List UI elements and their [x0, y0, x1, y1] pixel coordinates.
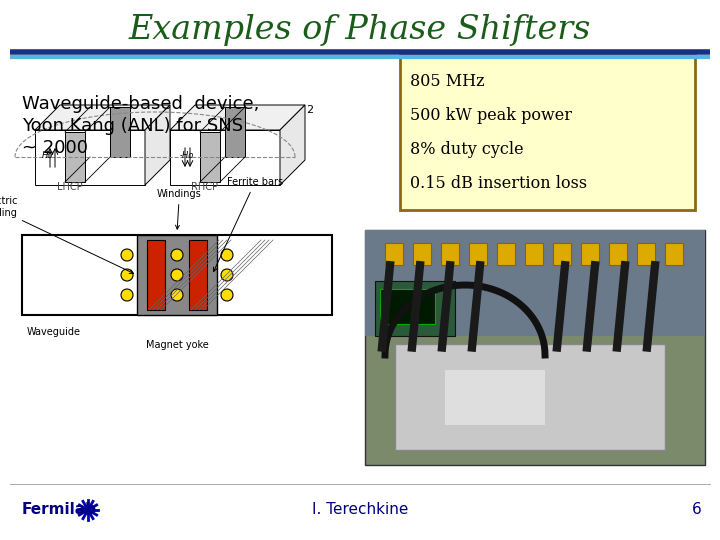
- Bar: [469, 243, 487, 265]
- Bar: [137, 235, 217, 315]
- Polygon shape: [110, 107, 130, 157]
- Text: 805 MHz: 805 MHz: [410, 73, 485, 90]
- Bar: [385, 243, 403, 265]
- Bar: [380, 289, 435, 324]
- Text: I. Terechkine: I. Terechkine: [312, 503, 408, 517]
- Text: Dielectric
loading: Dielectric loading: [0, 196, 133, 273]
- Bar: [553, 243, 571, 265]
- Bar: [445, 370, 545, 425]
- Polygon shape: [65, 132, 85, 182]
- Text: ~ 2000: ~ 2000: [22, 139, 88, 157]
- Text: -Ho: -Ho: [180, 151, 194, 160]
- Bar: [395, 345, 665, 450]
- Circle shape: [171, 269, 183, 281]
- Bar: [497, 243, 515, 265]
- Polygon shape: [170, 105, 305, 130]
- Polygon shape: [145, 105, 170, 185]
- Bar: [22, 235, 332, 315]
- Bar: [365, 230, 705, 336]
- Circle shape: [221, 269, 233, 281]
- Polygon shape: [200, 132, 220, 182]
- Text: Waveguide: Waveguide: [27, 327, 81, 337]
- Text: Yoon Kang (ANL) for SNS: Yoon Kang (ANL) for SNS: [22, 117, 243, 135]
- Text: 6: 6: [692, 503, 702, 517]
- Bar: [581, 243, 599, 265]
- Text: Examples of Phase Shifters: Examples of Phase Shifters: [129, 14, 591, 46]
- Text: Ferrite bars: Ferrite bars: [214, 177, 283, 272]
- Bar: [189, 240, 207, 310]
- Polygon shape: [35, 105, 170, 130]
- Bar: [365, 230, 705, 465]
- Bar: [400, 55, 695, 210]
- Text: Fermilab: Fermilab: [22, 503, 97, 517]
- Text: LHCP: LHCP: [57, 182, 83, 192]
- Circle shape: [171, 289, 183, 301]
- Text: Windings: Windings: [157, 189, 202, 229]
- Circle shape: [221, 249, 233, 261]
- Circle shape: [121, 269, 133, 281]
- Bar: [665, 243, 683, 265]
- Bar: [525, 243, 543, 265]
- Text: 8% duty cycle: 8% duty cycle: [410, 141, 523, 158]
- Text: 2: 2: [307, 105, 314, 115]
- Text: RHCP: RHCP: [192, 182, 218, 192]
- Polygon shape: [225, 107, 245, 157]
- Text: Ho: Ho: [41, 151, 53, 160]
- Text: Waveguide-based  device,: Waveguide-based device,: [22, 95, 259, 113]
- Bar: [375, 281, 455, 336]
- Bar: [147, 240, 165, 310]
- Text: 500 kW peak power: 500 kW peak power: [410, 107, 572, 124]
- Text: Magnet yoke: Magnet yoke: [145, 340, 208, 350]
- Circle shape: [121, 249, 133, 261]
- Circle shape: [171, 249, 183, 261]
- Text: 0.15 dB insertion loss: 0.15 dB insertion loss: [410, 175, 587, 192]
- Bar: [637, 243, 655, 265]
- Bar: [609, 243, 627, 265]
- Bar: [441, 243, 459, 265]
- Bar: [413, 243, 431, 265]
- Circle shape: [121, 289, 133, 301]
- Polygon shape: [280, 105, 305, 185]
- Circle shape: [221, 289, 233, 301]
